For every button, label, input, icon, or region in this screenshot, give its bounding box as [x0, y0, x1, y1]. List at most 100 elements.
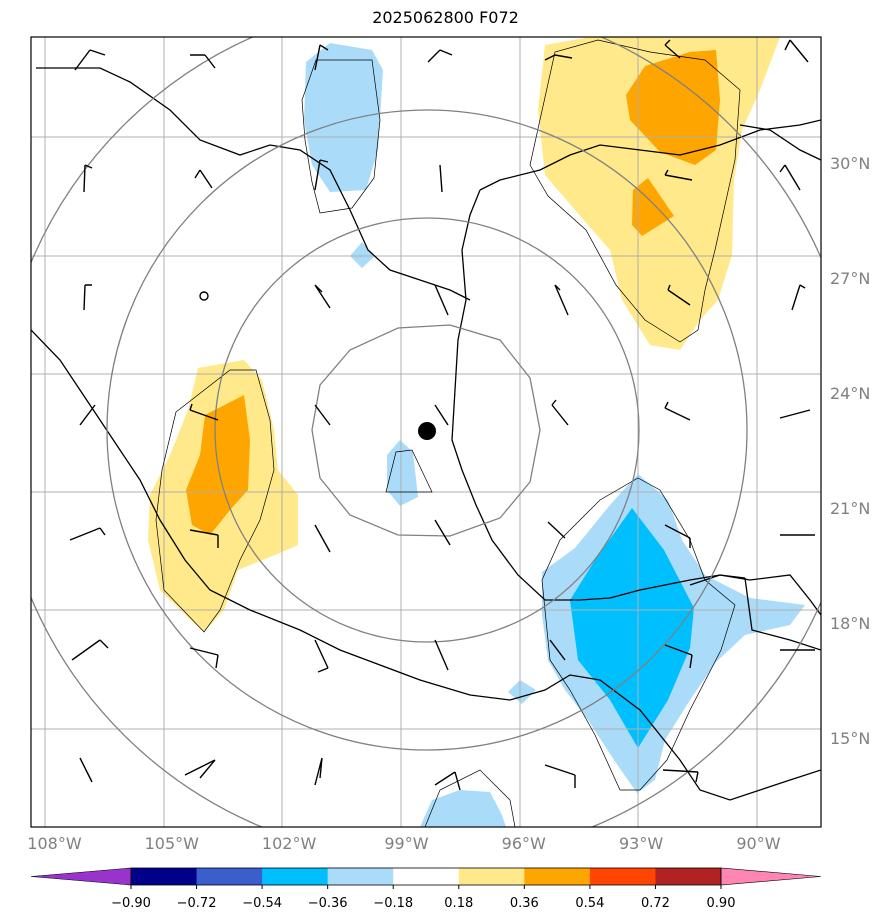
- map-frame: [30, 36, 822, 828]
- colorbar-tick-label: −0.90: [111, 896, 151, 911]
- negative-field-north: [304, 43, 383, 192]
- wind-barb: [74, 49, 106, 71]
- wind-barb: [662, 769, 699, 783]
- colorbar-segment: [655, 868, 722, 885]
- wind-barb: [314, 524, 331, 553]
- negative-field-south: [420, 790, 506, 827]
- shaded-fields: [148, 37, 805, 827]
- wind-barb: [439, 164, 443, 193]
- negative-field-core: [570, 508, 694, 748]
- wind-barb: [79, 404, 96, 426]
- coastlines-and-borders: [31, 67, 821, 801]
- negative-field-small: [350, 242, 375, 268]
- longitude-tick-label: 105°W: [144, 834, 199, 853]
- negative-field-bay: [508, 680, 536, 704]
- wind-barb: [664, 401, 691, 421]
- latitude-tick-label: 30°N: [830, 153, 871, 173]
- wind-barb: [427, 49, 453, 63]
- colorbar-tick-label: 0.90: [706, 896, 736, 911]
- yucatan-coast: [689, 574, 821, 616]
- longitude-tick-label: 93°W: [619, 834, 664, 853]
- colorbar-segment: [262, 868, 329, 885]
- colorbar-segment: [524, 868, 591, 885]
- wind-barb: [314, 159, 329, 191]
- wind-barb: [69, 527, 106, 541]
- us-mexico-border: [36, 67, 471, 301]
- wind-barbs: [69, 39, 815, 791]
- colorbar: [30, 867, 822, 889]
- wind-barb: [434, 639, 449, 671]
- wind-barb: [544, 764, 576, 788]
- wind-barb: [549, 639, 566, 661]
- wind-barb: [547, 521, 566, 539]
- center-marker: [418, 422, 436, 440]
- wind-barb: [434, 771, 461, 791]
- colorbar-tick-label: 0.36: [509, 896, 539, 911]
- contour-outlines: [155, 39, 741, 827]
- latitude-tick-label: 21°N: [830, 498, 871, 518]
- positive-field-northeast-core: [626, 50, 720, 165]
- wind-barb: [189, 529, 219, 548]
- longitude-tick-label: 108°W: [27, 834, 82, 853]
- range-ring-1: [311, 324, 541, 537]
- colorbar-tick-label: 0.18: [444, 896, 474, 911]
- wind-barb: [83, 284, 92, 311]
- colorbar-extend-low: [30, 867, 132, 886]
- wind-barb: [784, 39, 809, 63]
- latitude-tick-label: 24°N: [830, 383, 871, 403]
- wind-barb: [314, 404, 331, 426]
- colorbar-tick-label: −0.18: [373, 896, 414, 911]
- wind-barb: [664, 644, 693, 669]
- wind-barb: [314, 639, 329, 673]
- wind-barb: [434, 519, 451, 546]
- wind-barb: [779, 409, 811, 419]
- latitude-tick-label: 27°N: [830, 268, 871, 288]
- latitude-tick-label: 18°N: [830, 613, 871, 633]
- northern-gulf-coast: [479, 119, 821, 191]
- latitude-tick-label: 15°N: [830, 728, 871, 748]
- calm-wind-circle: [199, 291, 209, 301]
- range-ring-2: [214, 217, 640, 643]
- range-ring-3: [106, 109, 748, 751]
- range-rings: [31, 37, 821, 827]
- colorbar-segment: [458, 868, 525, 885]
- colorbar-tick-label: −0.36: [307, 896, 348, 911]
- colorbar-segment: [589, 868, 656, 885]
- wind-barb: [190, 54, 216, 69]
- longitude-tick-label: 96°W: [501, 834, 546, 853]
- wind-barb: [83, 164, 93, 193]
- colorbar-tick-label: −0.72: [176, 896, 217, 911]
- colorbar-frame: [130, 867, 722, 886]
- colorbar-tick-label: 0.54: [575, 896, 605, 911]
- colorbar-segment: [327, 868, 394, 885]
- wind-barb: [314, 757, 323, 786]
- longitude-tick-label: 99°W: [384, 834, 429, 853]
- wind-barb: [79, 757, 93, 783]
- pacific-coast: [31, 329, 821, 801]
- wind-barb: [667, 284, 691, 306]
- central-america-border: [744, 577, 821, 651]
- colorbar-tick-label: −0.54: [242, 896, 283, 911]
- wind-barb: [779, 164, 801, 191]
- wind-barb: [791, 284, 806, 311]
- wind-barb: [189, 403, 219, 421]
- wind-barb: [664, 39, 681, 59]
- wind-barb: [314, 284, 331, 309]
- wind-barb: [554, 284, 569, 316]
- wind-barb: [551, 399, 569, 426]
- wind-barb: [184, 759, 216, 779]
- wind-barb: [434, 404, 449, 426]
- wind-barb: [189, 647, 219, 669]
- longitude-tick-label: 90°W: [736, 834, 781, 853]
- map-title: 2025062800 F072: [372, 8, 519, 27]
- wind-barb: [434, 284, 449, 316]
- gulf-coast: [451, 189, 746, 601]
- colorbar-extend-high: [720, 867, 822, 886]
- colorbar-tick-label: 0.72: [640, 896, 670, 911]
- cuba-coast: [739, 124, 821, 161]
- colorbar-segment: [393, 868, 460, 885]
- wind-barb: [71, 639, 109, 661]
- wind-barb: [194, 169, 213, 189]
- wind-barb: [314, 44, 329, 71]
